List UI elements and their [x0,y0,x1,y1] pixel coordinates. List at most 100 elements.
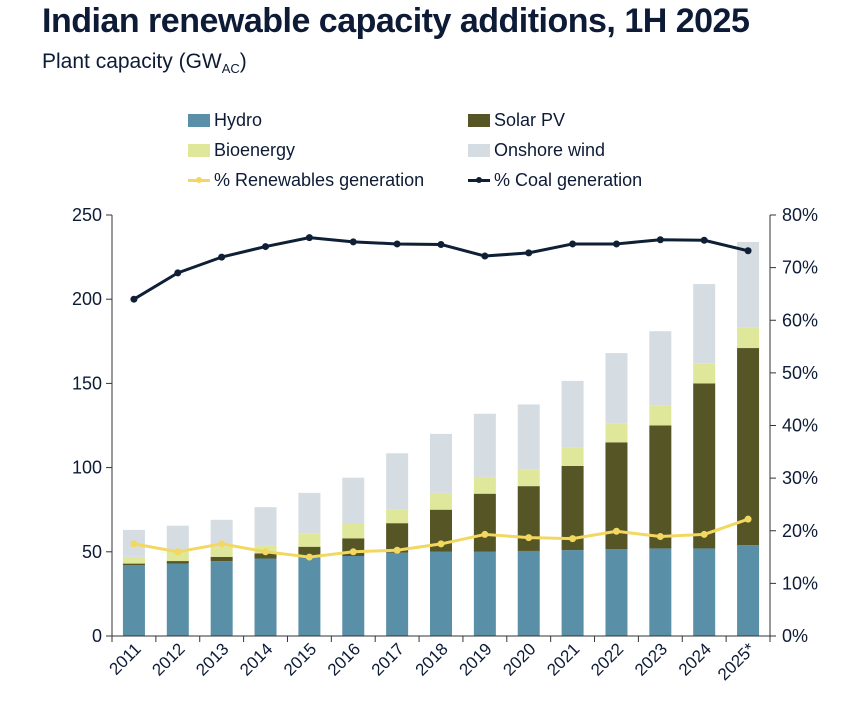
x-tick-label: 2012 [148,639,188,679]
bar-hydro [386,552,409,636]
bar-onshore-wind [693,284,716,364]
point-renewables-generation [569,535,577,543]
point-coal-generation [218,253,226,261]
legend-label: Hydro [214,110,263,130]
subtitle-text: Plant capacity (GW [42,50,222,73]
point-renewables-generation [437,540,445,548]
bar-bioenergy [473,476,496,494]
bar-solar-pv [210,556,233,562]
bar-solar-pv [254,553,277,559]
x-tick-label: 2023 [631,639,671,679]
bar-bioenergy [605,423,628,443]
y-tick-label: 100 [72,458,102,478]
bar-hydro [605,549,628,636]
bar-bioenergy [693,363,716,384]
point-renewables-generation [612,527,620,535]
legend-swatch [468,144,490,157]
bar-bioenergy [386,509,409,524]
bar-solar-pv [649,425,672,549]
bar-solar-pv [473,493,496,552]
point-renewables-generation [393,546,401,554]
bar-hydro [122,565,145,636]
bar-hydro [298,557,321,636]
bar-solar-pv [122,563,145,566]
x-tick-label: 2013 [192,639,232,679]
point-coal-generation [700,236,708,244]
y2-tick-label: 70% [782,258,818,278]
bar-onshore-wind [298,492,321,534]
bar-solar-pv [386,523,409,553]
y2-tick-label: 80% [782,205,818,225]
point-renewables-generation [349,548,357,556]
bar-bioenergy [517,469,540,487]
bar-bioenergy [342,524,365,539]
legend-bioenergy: Bioenergy [188,140,295,161]
legend-label: Solar PV [494,110,566,130]
bar-hydro [430,551,452,636]
y2-tick-label: 50% [782,363,818,383]
bar-solar-pv [166,561,189,564]
y-tick-label: 200 [72,289,102,309]
legend-label: Onshore wind [494,140,606,160]
bar-hydro [166,563,189,636]
y-tick-label: 250 [72,205,102,225]
bar-onshore-wind [605,353,628,424]
x-tick-label: 2024 [675,639,715,679]
legend-swatch [188,144,210,157]
bar-solar-pv [737,348,760,546]
point-renewables-generation [481,530,489,538]
y2-tick-label: 10% [782,573,818,593]
legend-wind: Onshore wind [468,140,605,161]
x-tick-label: 2011 [105,639,144,678]
bar-onshore-wind [473,413,496,477]
x-tick-label: 2020 [499,639,539,679]
point-coal-generation [612,240,620,248]
legend-label: % Renewables generation [214,170,425,190]
legend-hydro: Hydro [188,110,262,131]
point-coal-generation [656,236,664,244]
point-renewables-generation [700,530,708,538]
bar-bioenergy [737,327,760,349]
bar-bioenergy [430,492,452,510]
bar-hydro [561,550,584,636]
bar-onshore-wind [649,331,672,406]
bar-hydro [693,548,716,636]
bar-onshore-wind [254,507,277,546]
x-tick-label: 2015 [280,639,320,679]
legend-coal: % Coal generation [468,170,642,191]
x-tick-label: 2014 [236,639,276,679]
bar-onshore-wind [386,453,409,510]
point-coal-generation [481,252,489,260]
chart-subtitle: Plant capacity (GWAC) [42,50,247,76]
bar-bioenergy [298,533,321,547]
bar-bioenergy [649,405,672,426]
point-coal-generation [349,238,357,246]
legend-solar: Solar PV [468,110,565,131]
chart-title: Indian renewable capacity additions, 1H … [42,2,750,40]
x-tick-label: 2016 [324,639,364,679]
bar-bioenergy [166,550,189,562]
bar-hydro [254,558,277,636]
subtitle-end: ) [239,50,247,73]
bar-onshore-wind [210,519,233,547]
y2-tick-label: 20% [782,521,818,541]
point-coal-generation [569,240,577,248]
bar-hydro [649,548,672,636]
x-tick-label: 2018 [412,639,452,679]
legend-renewables: % Renewables generation [188,170,424,191]
point-renewables-generation [130,540,138,548]
legend-label: Bioenergy [214,140,296,160]
point-coal-generation [744,247,752,255]
bar-onshore-wind [166,525,189,551]
point-coal-generation [305,234,313,242]
point-coal-generation [525,249,533,257]
bar-onshore-wind [517,404,540,470]
point-coal-generation [437,240,445,248]
y2-tick-label: 30% [782,468,818,488]
y-tick-label: 50 [82,542,102,562]
bar-solar-pv [298,546,321,558]
x-tick-label: 2019 [456,639,496,679]
point-coal-generation [262,243,270,251]
point-coal-generation [130,295,138,303]
